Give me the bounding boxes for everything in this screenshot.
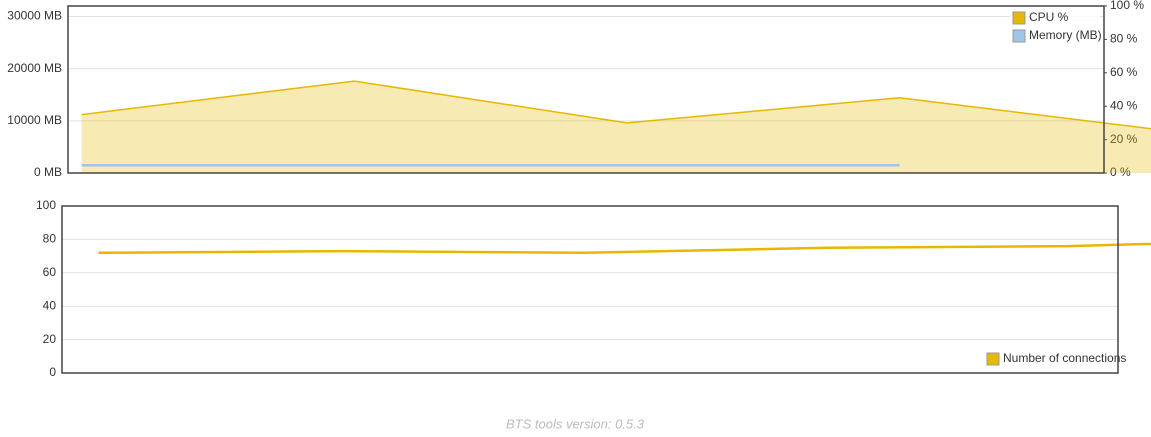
legend-swatch <box>1012 11 1026 25</box>
y-tick-label: 0 MB <box>34 165 62 179</box>
y-tick-label: 0 <box>49 365 56 379</box>
y-tick-label: 20000 MB <box>7 61 62 75</box>
legend-swatch <box>986 352 1000 366</box>
y-tick-label: 40 <box>43 298 57 312</box>
legend-label: Memory (MB) <box>1029 28 1102 42</box>
y-tick-label: 100 <box>36 198 56 212</box>
y2-tick-label: 20 % <box>1110 132 1138 146</box>
legend-swatch <box>1012 29 1026 43</box>
footer: BTS tools version: 0.5.3 <box>506 416 645 431</box>
y2-tick-label: 0 % <box>1110 165 1131 179</box>
legend-label: Number of connections <box>1003 351 1126 365</box>
y2-tick-label: 60 % <box>1110 65 1138 79</box>
legend-label: CPU % <box>1029 10 1069 24</box>
y-tick-label: 60 <box>43 265 57 279</box>
y-tick-label: 20 <box>43 332 57 346</box>
y2-tick-label: 40 % <box>1110 98 1138 112</box>
y-tick-label: 80 <box>43 232 57 246</box>
y2-tick-label: 100 % <box>1110 0 1144 12</box>
plot-frame <box>67 5 1105 174</box>
y2-tick-label: 80 % <box>1110 32 1138 46</box>
legend-box <box>984 350 1114 368</box>
area <box>81 81 1151 173</box>
y-tick-label: 10000 MB <box>7 113 62 127</box>
y-tick-label: 30000 MB <box>7 9 62 23</box>
plot-frame <box>61 205 1119 374</box>
